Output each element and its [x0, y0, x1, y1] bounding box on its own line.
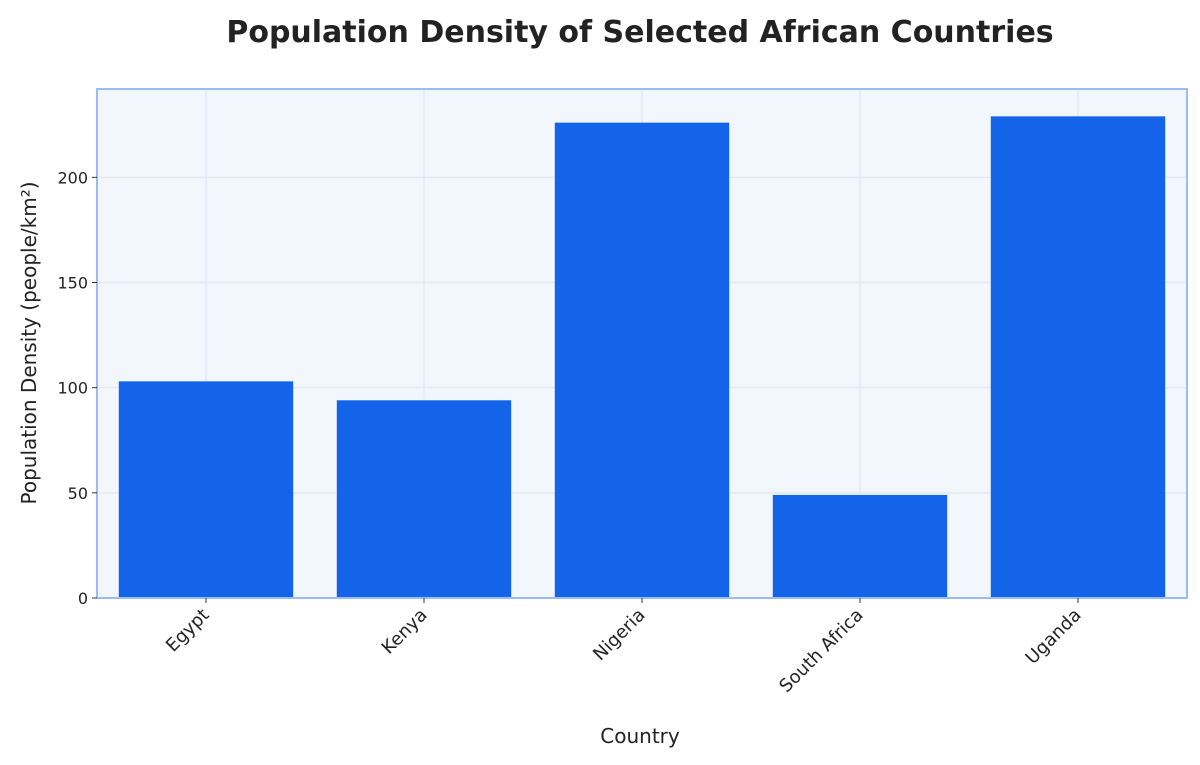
x-tick-label: South Africa: [775, 605, 867, 697]
bar-uganda: [990, 116, 1166, 599]
y-axis-label: Population Density (people/km²): [17, 181, 41, 504]
bars: [118, 116, 1166, 599]
y-tick-label: 100: [57, 379, 88, 398]
bar-south-africa: [772, 494, 948, 598]
y-axis-ticks: 0 50 100 150 200: [57, 168, 97, 608]
x-tick-label: Egypt: [162, 605, 214, 657]
x-tick-label: Kenya: [378, 605, 432, 659]
bar-egypt: [118, 381, 294, 598]
bar-kenya: [336, 400, 512, 598]
x-tick-label: Nigeria: [589, 605, 649, 665]
x-axis-ticks: Egypt Kenya Nigeria South Africa Uganda: [162, 598, 1086, 697]
x-axis-label: Country: [600, 724, 680, 748]
y-tick-label: 50: [68, 484, 88, 503]
y-tick-label: 150: [57, 274, 88, 293]
y-tick-label: 200: [57, 168, 88, 187]
y-tick-label: 0: [78, 589, 88, 608]
bar-nigeria: [554, 122, 730, 598]
x-tick-label: Uganda: [1022, 605, 1086, 669]
chart-title: Population Density of Selected African C…: [226, 15, 1053, 50]
